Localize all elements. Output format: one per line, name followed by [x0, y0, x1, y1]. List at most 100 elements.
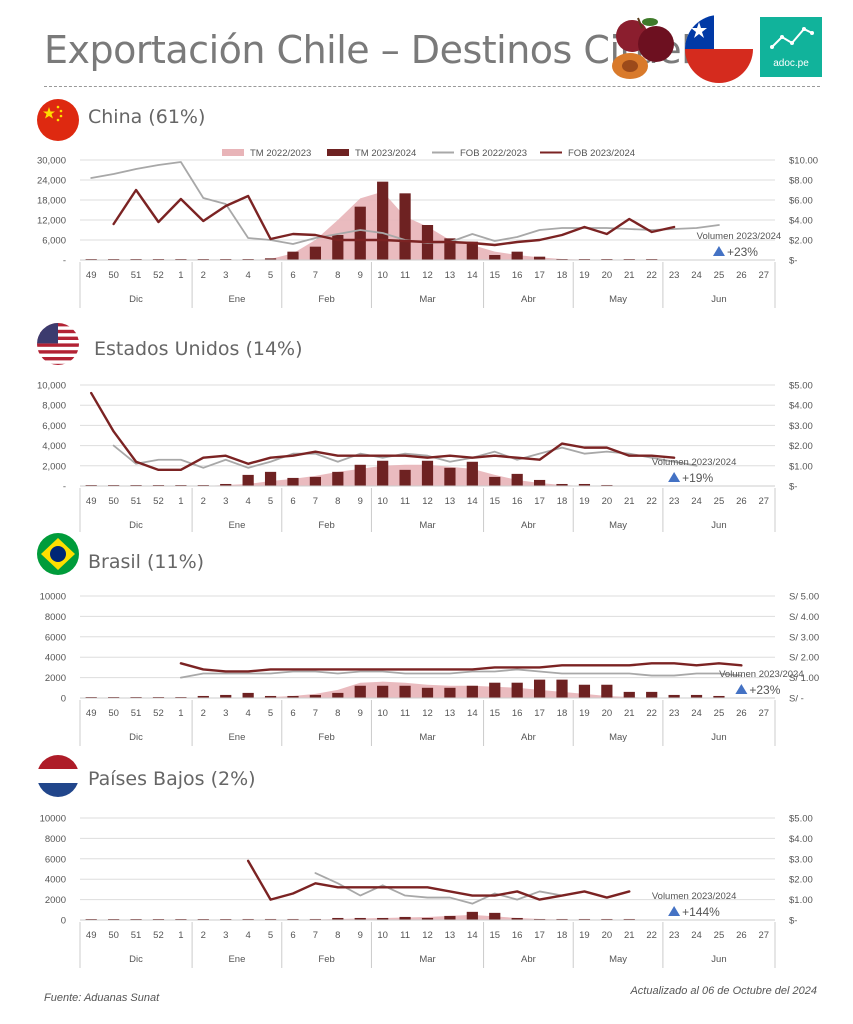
china-chart: TM 2022/2023 TM 2023/2024 FOB 2022/2023 FOB… [37, 148, 818, 308]
tm-2023-2024-bar [601, 918, 613, 920]
week-tick-label: 12 [422, 496, 433, 507]
y-left-tick-label: 6000 [45, 632, 66, 643]
updated-note: Actualizado al 06 de Octubre del 2024 [630, 985, 817, 997]
legend-label: TM 2023/2024 [355, 148, 416, 159]
week-tick-label: 27 [759, 270, 770, 281]
week-tick-label: 27 [759, 930, 770, 941]
week-tick-label: 6 [290, 270, 295, 281]
week-tick-label: 19 [579, 930, 590, 941]
week-tick-label: 52 [153, 270, 164, 281]
week-tick-label: 24 [691, 708, 702, 719]
month-label: May [609, 520, 627, 531]
annotation-value: +19% [682, 471, 713, 485]
tm-2023-2024-bar [578, 918, 591, 920]
y-left-tick-label: 12,000 [37, 216, 66, 227]
tm-2023-2024-bar [466, 461, 478, 486]
week-tick-label: 21 [624, 270, 635, 281]
tm-2023-2024-bar [511, 251, 523, 260]
tm-2023-2024-bar [399, 193, 411, 260]
title-divider [44, 86, 820, 87]
week-tick-label: 16 [512, 930, 523, 941]
week-tick-label: 8 [335, 930, 340, 941]
tm-2023-2024-bar [264, 471, 277, 486]
up-arrow-icon [668, 472, 681, 482]
china-title: China (61%) [88, 106, 206, 128]
tm-2023-2024-bar [399, 685, 411, 698]
y-right-tick-label: $2.00 [789, 236, 813, 247]
week-tick-label: 27 [759, 496, 770, 507]
month-label: Abr [521, 294, 536, 305]
month-label: Jun [711, 732, 726, 743]
week-tick-label: 12 [422, 270, 433, 281]
tm-2023-2024-bar [354, 206, 366, 260]
month-label: Jun [711, 520, 726, 531]
month-label: Abr [521, 954, 536, 965]
week-tick-label: 18 [557, 708, 568, 719]
tm-2023-2024-bar [623, 918, 635, 920]
tm-2023-2024-bar [332, 235, 344, 260]
tm-2023-2024-bar [309, 246, 322, 260]
tm-2023-2024-bar [399, 916, 411, 920]
week-tick-label: 10 [377, 496, 388, 507]
week-tick-label: 14 [467, 270, 478, 281]
week-tick-label: 26 [736, 496, 747, 507]
legend-swatch [327, 149, 349, 156]
usa-flag-icon [37, 323, 79, 365]
y-left-tick-label: 18,000 [37, 196, 66, 207]
y-right-tick-label: $10.00 [789, 156, 818, 167]
tm-2023-2024-bar [713, 695, 725, 698]
china-flag-icon [37, 99, 79, 141]
week-tick-label: 8 [335, 708, 340, 719]
y-right-tick-label: $4.00 [789, 834, 813, 845]
annotation-label: Volumen 2023/2024 [652, 457, 737, 468]
tm-2023-2024-bar [309, 918, 322, 920]
week-tick-label: 16 [512, 270, 523, 281]
month-label: Abr [521, 732, 536, 743]
y-left-tick-label: - [63, 256, 66, 267]
fob-2023-2024-line [179, 662, 743, 673]
tm-2023-2024-bar [601, 684, 613, 698]
tm-2023-2024-bar [511, 682, 523, 698]
week-tick-label: 10 [377, 708, 388, 719]
week-tick-label: 15 [489, 270, 500, 281]
y-right-tick-label: $- [789, 482, 797, 493]
legend-label: FOB 2023/2024 [568, 148, 635, 159]
week-tick-label: 14 [467, 708, 478, 719]
week-tick-label: 25 [714, 270, 725, 281]
week-tick-label: 4 [245, 708, 250, 719]
tm-2023-2024-bar [197, 695, 209, 698]
week-tick-label: 14 [467, 930, 478, 941]
week-tick-label: 1 [178, 496, 183, 507]
tm-2023-2024-bar [332, 692, 344, 698]
week-tick-label: 26 [736, 270, 747, 281]
y-right-tick-label: $3.00 [789, 854, 813, 865]
month-label: May [609, 294, 627, 305]
week-tick-label: 22 [646, 496, 657, 507]
y-right-tick-label: S/ 4.00 [789, 612, 819, 623]
tm-2023-2024-bar [533, 256, 546, 260]
tm-2023-2024-bar [287, 695, 299, 698]
week-tick-label: 11 [400, 270, 410, 281]
week-tick-label: 52 [153, 930, 164, 941]
week-tick-label: 24 [691, 270, 702, 281]
week-tick-label: 25 [714, 930, 725, 941]
week-tick-label: 50 [108, 496, 119, 507]
tm-2023-2024-bar [264, 695, 277, 698]
y-left-tick-label: 8,000 [42, 401, 66, 412]
week-tick-label: 17 [534, 496, 545, 507]
week-tick-label: 8 [335, 496, 340, 507]
tm-2023-2024-bar [264, 918, 277, 920]
week-tick-label: 1 [178, 270, 183, 281]
week-tick-label: 9 [358, 496, 363, 507]
week-tick-label: 2 [201, 930, 206, 941]
week-tick-label: 10 [377, 270, 388, 281]
y-left-tick-label: 6,000 [42, 236, 66, 247]
y-left-tick-label: 6000 [45, 854, 66, 865]
month-label: May [609, 732, 627, 743]
y-left-tick-label: 2,000 [42, 461, 66, 472]
week-tick-label: 12 [422, 930, 433, 941]
tm-2023-2024-bar [489, 682, 501, 698]
fob-2023-2024-line [112, 188, 676, 247]
up-arrow-icon [712, 246, 725, 256]
y-right-tick-label: $- [789, 916, 797, 927]
